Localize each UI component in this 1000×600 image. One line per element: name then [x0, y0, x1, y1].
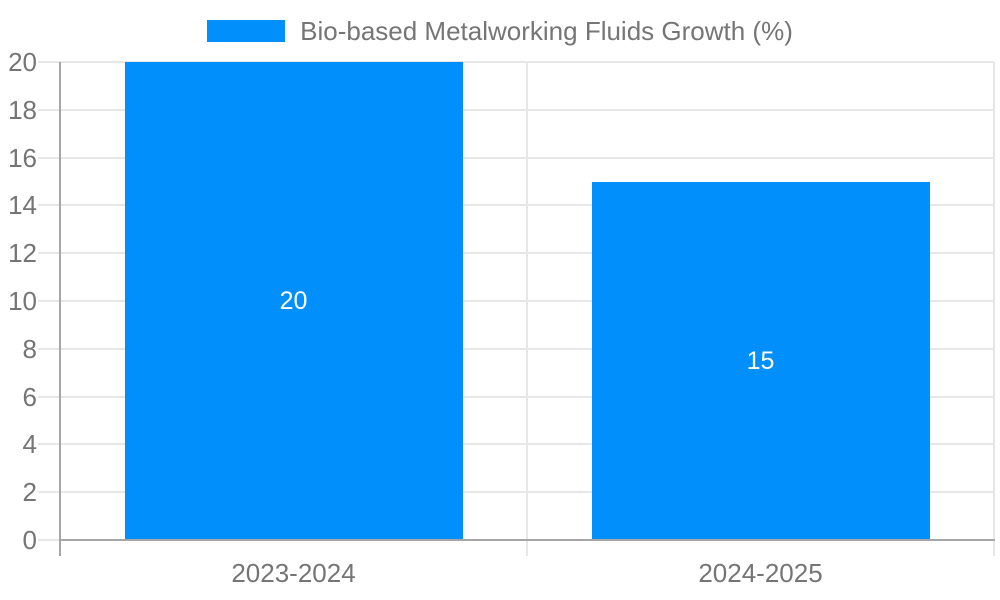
y-axis-tick-label: 8: [22, 333, 37, 364]
bar-value-label: 15: [746, 346, 775, 375]
x-axis-category-label: 2023-2024: [231, 558, 356, 588]
x-axis-category-label: 2024-2025: [698, 558, 823, 588]
y-axis-line: [59, 62, 61, 556]
y-gridline: [38, 156, 994, 159]
y-axis-tick-label: 0: [22, 525, 37, 555]
bar-2024-2025: [591, 181, 930, 540]
chart-legend: Bio-based Metalworking Fluids Growth (%): [0, 16, 1000, 46]
y-gridline: [38, 395, 994, 398]
y-gridline: [38, 204, 994, 207]
y-axis-tick-label: 20: [8, 47, 37, 77]
y-axis-tick-label: 10: [8, 286, 37, 316]
legend-series-swatch-icon: [207, 20, 286, 42]
y-gridline: [38, 108, 994, 111]
bar-2023-2024: [124, 62, 463, 540]
y-axis-tick-label: 12: [8, 238, 37, 269]
y-gridline: [38, 61, 994, 63]
category-separator-line: [526, 62, 528, 556]
y-axis-tick-label: 2: [22, 477, 37, 508]
y-gridline: [38, 300, 994, 302]
y-axis-tick-label: 18: [8, 94, 37, 125]
x-axis-line: [59, 539, 995, 541]
y-gridline: [38, 347, 994, 350]
legend-series-label: Bio-based Metalworking Fluids Growth (%): [300, 16, 793, 46]
y-axis-tick-label: 6: [22, 381, 37, 412]
y-gridline: [38, 252, 994, 255]
y-axis-tick-label: 4: [22, 429, 37, 460]
y-gridline: [38, 443, 994, 446]
y-axis-tick-label: 16: [8, 142, 37, 173]
bar-value-label: 20: [279, 287, 308, 315]
y-gridline: [38, 491, 994, 494]
plot-right-border: [993, 62, 995, 556]
y-axis-tick-label: 14: [8, 190, 37, 221]
